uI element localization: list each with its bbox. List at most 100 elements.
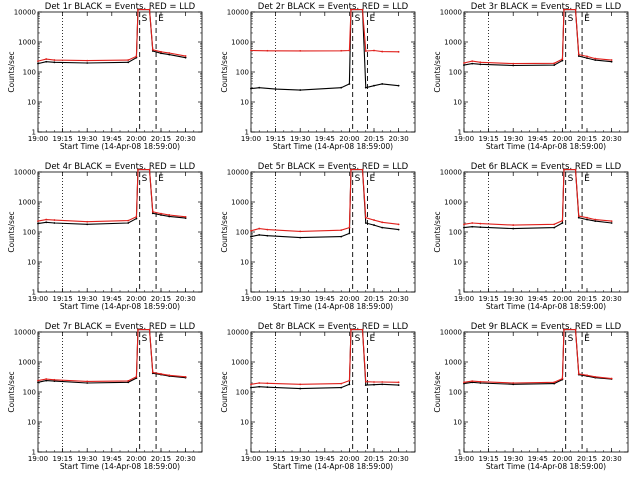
marker-label: E <box>369 14 375 24</box>
data-point <box>463 223 465 226</box>
series-line-events <box>250 169 399 239</box>
chart-svg: Det 6r BLACK = Events, RED = LLD 1 10 100 10… <box>433 162 629 311</box>
data-point <box>168 53 171 56</box>
data-point <box>553 381 556 384</box>
x-tick-label: 20:30 <box>389 455 409 463</box>
data-point <box>471 60 474 63</box>
x-tick-label: 20:15 <box>364 455 384 463</box>
data-point <box>364 222 367 224</box>
x-tick-label: 19:00 <box>241 135 261 143</box>
data-point <box>610 222 613 224</box>
data-point <box>148 8 151 11</box>
series-line-lld <box>37 169 186 223</box>
data-point <box>397 228 400 231</box>
data-point <box>340 86 343 89</box>
data-point <box>340 235 343 238</box>
data-point <box>127 59 130 61</box>
data-point <box>299 230 302 233</box>
data-point <box>463 62 465 64</box>
data-point <box>561 59 564 62</box>
data-point <box>364 380 367 383</box>
x-tick-label: 19:45 <box>102 135 122 143</box>
data-point <box>594 220 597 223</box>
y-axis-label: Counts/sec <box>7 211 16 252</box>
data-point <box>127 381 130 384</box>
data-point <box>471 225 474 228</box>
marker-label: E <box>158 174 164 184</box>
y-tick-label: 100 <box>23 69 36 77</box>
data-point <box>258 385 261 388</box>
x-tick-label: 19:30 <box>503 295 523 303</box>
chart-panel: Det 7r BLACK = Events, RED = LLD 1 10 100 10… <box>0 320 213 480</box>
data-point <box>479 63 482 66</box>
series-line-lld <box>250 169 399 232</box>
series-line-events <box>250 9 399 91</box>
data-point <box>250 229 252 232</box>
data-point <box>512 382 515 384</box>
x-tick-label: 20:15 <box>151 295 171 303</box>
data-point <box>512 227 515 230</box>
x-axis-label: Start Time (14-Apr-08 18:59:00) <box>60 142 180 151</box>
data-point <box>586 218 588 221</box>
series-line-lld <box>463 169 612 226</box>
data-point <box>348 232 351 235</box>
data-point <box>274 88 277 90</box>
x-tick-label: 19:00 <box>454 135 474 143</box>
data-point <box>561 222 564 224</box>
y-tick-label: 1000 <box>18 39 36 47</box>
data-point <box>563 8 565 11</box>
data-point <box>340 229 343 232</box>
y-tick-label: 10000 <box>440 169 462 177</box>
y-tick-label: 100 <box>23 389 36 397</box>
data-point <box>563 328 565 331</box>
data-point <box>610 59 613 61</box>
data-point <box>250 87 252 90</box>
data-point <box>86 382 89 384</box>
x-tick-label: 20:30 <box>389 295 409 303</box>
data-point <box>350 168 352 171</box>
data-point <box>151 210 154 213</box>
x-tick-label: 19:15 <box>266 295 286 303</box>
data-point <box>299 50 302 52</box>
chart-svg: Det 4r BLACK = Events, RED = LLD 1 10 100 10… <box>7 162 203 311</box>
x-tick-label: 19:45 <box>102 455 122 463</box>
data-point <box>151 212 154 215</box>
series-line-lld <box>37 9 186 62</box>
x-tick-label: 20:00 <box>552 455 572 463</box>
chart-panel: Det 9r BLACK = Events, RED = LLD 1 10 100 10… <box>426 320 639 480</box>
marker-label: S <box>568 174 574 184</box>
x-tick-label: 20:00 <box>126 295 146 303</box>
data-point <box>45 58 48 60</box>
data-point <box>299 387 302 390</box>
data-point <box>348 226 351 229</box>
data-point <box>160 212 162 215</box>
chart-svg: Det 9r BLACK = Events, RED = LLD 1 10 100 10… <box>433 322 629 471</box>
data-point <box>53 219 56 221</box>
data-point <box>381 83 384 85</box>
chart-panel: Det 8r BLACK = Events, RED = LLD 1 10 100 10… <box>213 320 426 480</box>
x-tick-label: 20:30 <box>176 135 196 143</box>
data-point <box>373 224 375 226</box>
data-point <box>160 52 162 55</box>
y-tick-label: 100 <box>449 69 462 77</box>
x-axis-label: Start Time (14-Apr-08 18:59:00) <box>273 302 393 311</box>
y-tick-label: 10000 <box>14 169 36 177</box>
chart-svg: Det 1r BLACK = Events, RED = LLD 1 10 100 10… <box>7 2 203 151</box>
y-tick-label: 10000 <box>227 9 249 17</box>
data-point <box>397 381 400 384</box>
y-tick-label: 100 <box>236 389 249 397</box>
data-point <box>45 60 48 63</box>
data-point <box>250 49 252 52</box>
data-point <box>37 222 39 225</box>
x-tick-label: 20:15 <box>151 455 171 463</box>
y-tick-label: 10 <box>27 259 36 267</box>
data-point <box>184 217 187 220</box>
data-point <box>594 57 597 60</box>
data-point <box>53 378 56 381</box>
x-tick-label: 19:15 <box>53 135 73 143</box>
x-tick-label: 19:15 <box>479 135 499 143</box>
data-point <box>594 375 597 378</box>
chart-svg: Det 7r BLACK = Events, RED = LLD 1 10 100 10… <box>7 322 203 471</box>
data-point <box>586 216 588 219</box>
data-point <box>45 379 48 382</box>
